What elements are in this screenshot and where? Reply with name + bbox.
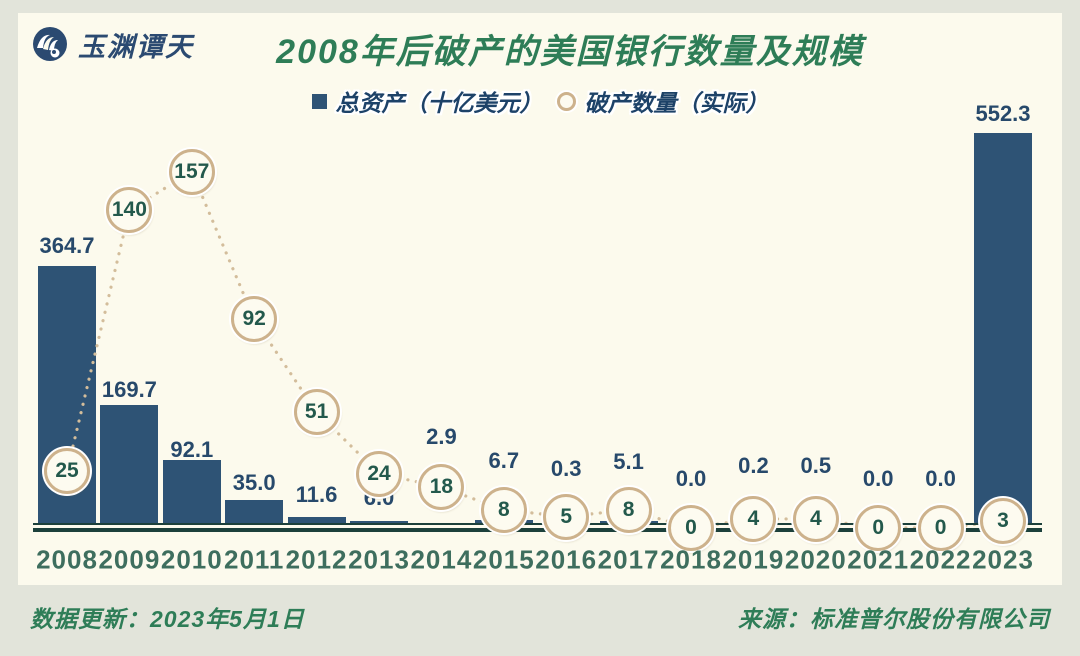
count-circle-2016: 5 xyxy=(543,493,590,540)
year-label-2012: 2012 xyxy=(285,544,348,575)
bar-series-swatch-icon xyxy=(311,93,327,109)
wave-logo-icon xyxy=(30,24,70,64)
count-circle-2013: 24 xyxy=(356,450,402,497)
year-label-2017: 2017 xyxy=(597,544,660,575)
legend-item-assets: 总资产（十亿美元） xyxy=(311,84,543,118)
logo-text: 玉渊谭天 xyxy=(78,31,194,63)
bar-value-label-2017: 5.1 xyxy=(613,449,644,474)
bar-value-label-2016: 0.3 xyxy=(550,456,582,481)
count-circle-2017: 8 xyxy=(605,486,652,533)
year-label-2022: 2022 xyxy=(909,544,972,575)
bar-2009 xyxy=(100,404,159,525)
year-label-2019: 2019 xyxy=(722,544,785,575)
bar-value-label-2023: 552.3 xyxy=(975,101,1031,126)
bar-value-label-2019: 0.2 xyxy=(738,453,769,478)
count-circle-2011: 92 xyxy=(231,296,278,343)
legend-item-count: 破产数量（实际） xyxy=(556,84,769,118)
circle-series-swatch-icon xyxy=(556,91,576,111)
bar-value-label-2009: 169.7 xyxy=(101,377,157,402)
bar-2010 xyxy=(162,459,221,525)
bar-value-label-2018: 0.0 xyxy=(675,466,707,491)
count-circle-2021: 0 xyxy=(855,505,902,551)
bar-value-label-2008: 364.7 xyxy=(39,233,95,258)
bar-2012 xyxy=(287,516,346,525)
count-circle-2015: 8 xyxy=(480,486,527,533)
count-circle-2019: 4 xyxy=(730,495,777,542)
x-axis-line-thin xyxy=(33,523,1042,525)
count-circle-2009: 140 xyxy=(106,187,153,234)
x-axis-line-thick xyxy=(33,528,1042,532)
year-label-2008: 2008 xyxy=(36,544,98,575)
count-circle-2023: 3 xyxy=(980,498,1026,545)
count-circle-2012: 51 xyxy=(293,389,340,436)
year-label-2018: 2018 xyxy=(660,544,722,575)
legend-label-count: 破产数量（实际） xyxy=(584,90,769,116)
page-title: 2008年后破产的美国银行数量及规模 xyxy=(276,33,864,71)
bar-value-label-2011: 35.0 xyxy=(232,470,276,495)
count-circle-2018: 0 xyxy=(668,505,714,551)
bar-2023 xyxy=(974,133,1032,525)
year-label-2013: 2013 xyxy=(348,544,410,575)
logo: 玉渊谭天 xyxy=(30,24,194,64)
count-circle-2010: 157 xyxy=(168,148,215,195)
bar-value-label-2010: 92.1 xyxy=(170,437,214,462)
year-label-2020: 2020 xyxy=(784,544,847,575)
count-circle-2020: 4 xyxy=(792,495,839,542)
year-label-2011: 2011 xyxy=(223,544,285,575)
year-label-2009: 2009 xyxy=(98,544,161,575)
year-label-2010: 2010 xyxy=(160,544,223,575)
year-label-2021: 2021 xyxy=(847,544,910,575)
legend: 总资产（十亿美元） 破产数量（实际） xyxy=(0,84,1080,118)
bar-value-label-2012: 11.6 xyxy=(295,482,338,507)
bar-2011 xyxy=(225,500,284,525)
source-note: 来源：标准普尔股份有限公司 xyxy=(738,606,1050,632)
data-update-note: 数据更新：2023年5月1日 xyxy=(30,606,305,632)
bar-value-label-2021: 0.0 xyxy=(862,466,894,491)
count-circle-2008: 25 xyxy=(44,448,90,495)
year-label-2015: 2015 xyxy=(472,544,535,575)
bar-value-label-2014: 2.9 xyxy=(426,424,457,449)
year-label-2016: 2016 xyxy=(535,544,598,575)
year-label-2014: 2014 xyxy=(410,544,473,575)
year-label-2023: 2023 xyxy=(972,544,1034,575)
legend-label-assets: 总资产（十亿美元） xyxy=(335,90,543,116)
bar-2013 xyxy=(350,520,408,525)
count-circle-2022: 0 xyxy=(917,505,964,551)
count-circle-2014: 18 xyxy=(418,464,465,511)
bar-value-label-2020: 0.5 xyxy=(800,453,832,478)
bar-value-label-2022: 0.0 xyxy=(925,466,956,491)
bar-value-label-2015: 6.7 xyxy=(488,448,520,473)
